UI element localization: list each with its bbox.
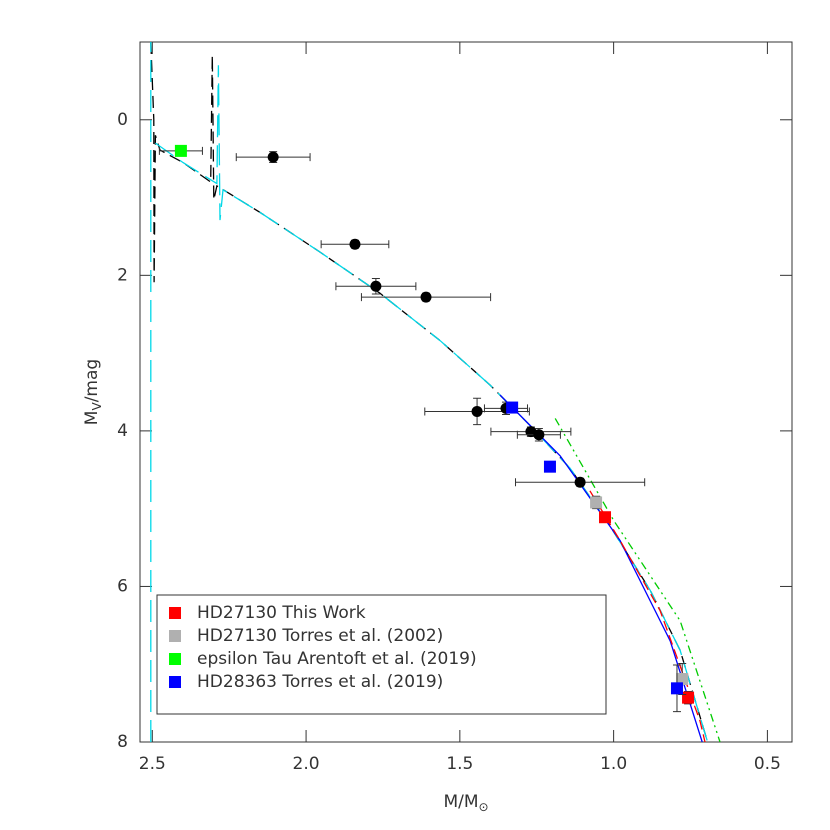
plot-frame: [139, 41, 793, 743]
legend-label: HD27130 This Work: [197, 603, 366, 623]
point: [574, 476, 586, 488]
point: [590, 496, 603, 509]
legend-swatch: [169, 607, 181, 619]
point: [533, 429, 545, 441]
point: [506, 401, 519, 414]
x-label-main: M/M: [443, 792, 478, 812]
x-tick-label: 0.5: [754, 754, 781, 774]
y-tick-label: 0: [117, 110, 128, 130]
x-tick-label: 2.0: [293, 754, 320, 774]
model-line: [589, 490, 706, 742]
legend-swatch: [169, 653, 181, 665]
legend-label: epsilon Tau Arentoft et al. (2019): [197, 649, 477, 669]
y-tick-label: 2: [117, 265, 128, 285]
point: [543, 460, 556, 473]
y-tick-label: 8: [117, 732, 128, 752]
y-axis-label: MV/mag: [82, 359, 104, 425]
x-label-sub: ⊙: [479, 800, 489, 814]
point: [267, 151, 279, 163]
legend-swatch: [169, 630, 181, 642]
y-label-sub: V: [90, 402, 104, 411]
y-label-rest: /mag: [82, 359, 102, 403]
point: [471, 405, 483, 417]
point: [349, 238, 361, 250]
y-tick-label: 4: [117, 421, 128, 441]
y-label-main: M: [82, 411, 102, 426]
model-line: [554, 418, 721, 742]
x-axis-label: M/M⊙: [443, 792, 488, 814]
y-tick-label: 6: [117, 576, 128, 596]
point: [599, 511, 612, 524]
x-tick-label: 2.5: [139, 754, 166, 774]
point: [174, 144, 187, 157]
point: [420, 291, 432, 303]
legend-label: HD28363 Torres et al. (2019): [197, 672, 443, 692]
legend-label: HD27130 Torres et al. (2002): [197, 626, 443, 646]
legend-swatch: [169, 676, 181, 688]
x-tick-label: 1.0: [600, 754, 627, 774]
point: [370, 280, 382, 292]
legend-box: [156, 594, 607, 715]
point: [670, 682, 683, 695]
x-tick-label: 1.5: [446, 754, 473, 774]
point: [682, 691, 695, 704]
point: [676, 673, 689, 685]
